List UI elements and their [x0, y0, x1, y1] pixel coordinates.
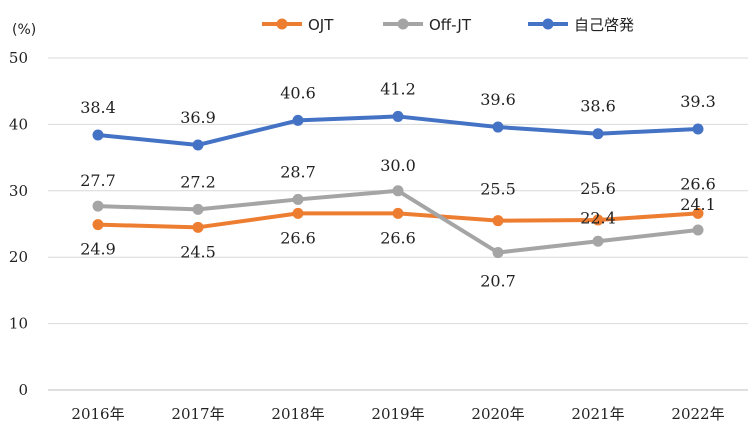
y-axis-unit-label: (%) [12, 22, 36, 38]
data-labels: 24.9 24.5 26.6 26.6 25.5 25.6 26.6 27.7 27.2 28.7… [80, 79, 716, 290]
data-label: 38.4 [80, 98, 116, 117]
legend-label: 自己啓発 [574, 16, 634, 34]
series-1-point [192, 203, 204, 215]
legend-swatch-marker [276, 18, 288, 30]
gridlines [48, 57, 748, 391]
series-0-point [592, 214, 604, 226]
data-label: 30.0 [380, 156, 416, 175]
series-2-point [592, 128, 604, 140]
data-label: 20.7 [480, 272, 516, 291]
series-2-point [692, 123, 704, 135]
x-tick-label: 2019年 [371, 405, 424, 423]
series-0-point [192, 221, 204, 233]
series-lines [92, 110, 704, 259]
data-label: 24.5 [180, 242, 216, 261]
data-label: 39.3 [680, 92, 716, 111]
data-label: 26.6 [380, 228, 416, 247]
x-tick-label: 2021年 [571, 405, 624, 423]
legend-swatch-marker [397, 18, 409, 30]
series-0-point [692, 207, 704, 219]
series-1-point [392, 185, 404, 197]
data-label: 40.6 [280, 83, 316, 102]
series-1-point [292, 193, 304, 205]
series-2-point [192, 139, 204, 151]
legend-label: OJT [308, 16, 334, 34]
y-tick-label: 10 [9, 315, 28, 333]
data-label: 26.6 [280, 228, 316, 247]
series-1-point [92, 200, 104, 212]
y-axis-ticks: 0 10 20 30 40 50 [9, 49, 28, 399]
series-2-point [92, 129, 104, 141]
x-tick-label: 2022年 [671, 405, 724, 423]
series-2-point [492, 121, 504, 133]
data-label: 28.7 [280, 162, 316, 181]
data-label: 25.5 [480, 180, 516, 199]
data-label: 41.2 [380, 79, 416, 98]
data-label: 26.6 [680, 174, 716, 193]
x-tick-label: 2016年 [71, 405, 124, 423]
data-label: 22.4 [580, 208, 616, 227]
data-label: 27.2 [180, 172, 216, 191]
y-tick-label: 0 [18, 381, 28, 399]
x-axis-ticks: 2016年 2017年 2018年 2019年 2020年 2021年 2022年 [71, 405, 724, 423]
x-tick-label: 2018年 [271, 405, 324, 423]
series-0-point [292, 207, 304, 219]
series-1-point [692, 224, 704, 236]
y-tick-label: 30 [9, 182, 28, 200]
data-label: 24.1 [680, 195, 716, 214]
x-tick-label: 2020年 [471, 405, 524, 423]
data-label: 38.6 [580, 97, 616, 116]
series-0-point [92, 219, 104, 231]
y-tick-label: 40 [9, 115, 28, 133]
series-0-point [492, 215, 504, 227]
y-tick-label: 20 [9, 248, 28, 266]
legend: OJT Off-JT 自己啓発 [262, 16, 634, 34]
series-1-point [492, 247, 504, 259]
data-label: 27.7 [80, 171, 116, 190]
data-label: 39.6 [480, 90, 516, 109]
series-1-point [592, 235, 604, 247]
y-tick-label: 50 [9, 49, 28, 67]
x-tick-label: 2017年 [171, 405, 224, 423]
data-label: 24.9 [80, 240, 116, 259]
legend-label: Off-JT [429, 16, 472, 34]
legend-swatch-marker [542, 18, 554, 30]
data-label: 36.9 [180, 108, 216, 127]
series-2-point [292, 114, 304, 126]
data-label: 25.6 [580, 179, 616, 198]
series-0-point [392, 207, 404, 219]
series-2-point [392, 110, 404, 122]
